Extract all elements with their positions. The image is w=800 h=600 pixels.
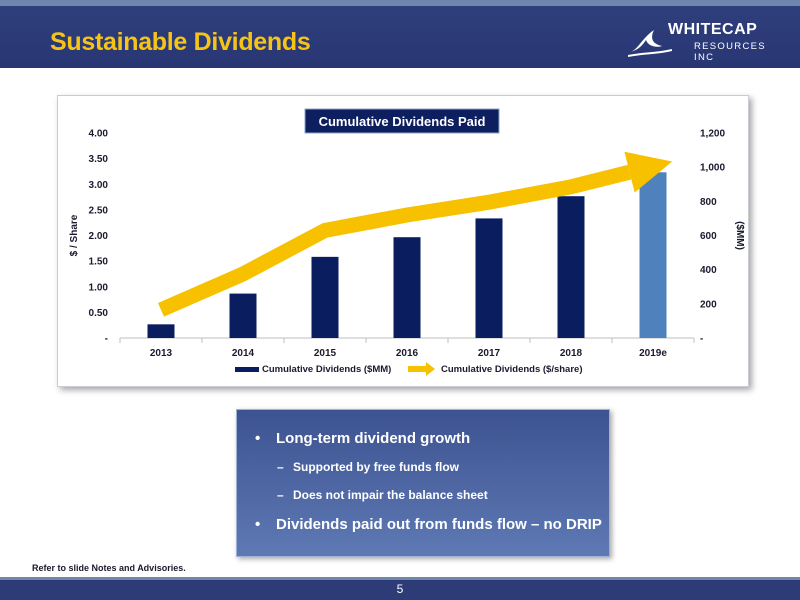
sub-point-text: Does not impair the balance sheet (293, 488, 488, 502)
left-axis-tick-label: 2.00 (89, 231, 109, 242)
bullet-glyph: • (255, 430, 261, 447)
footnote: Refer to slide Notes and Advisories. (32, 563, 186, 573)
bar-2016 (393, 237, 421, 338)
company-logo: WHITECAP RESOURCES INC (628, 20, 778, 64)
right-axis-title: ($MM) (734, 221, 745, 250)
logo-subtitle: RESOURCES INC (694, 41, 766, 63)
bar-2013 (147, 324, 175, 338)
bar-2014 (229, 293, 257, 338)
right-axis-tick-label: 200 (700, 299, 717, 310)
chart-title: Cumulative Dividends Paid (319, 114, 486, 129)
bullet-text: Dividends paid out from funds flow – no … (276, 516, 602, 533)
dividends-chart: - 0.50 1.00 1.50 2.00 2.50 3.00 3.50 4.00 - 200 400… (69, 108, 745, 376)
left-axis-title: $ / Share (69, 214, 80, 256)
x-tick-label: 2018 (560, 348, 583, 359)
left-axis-tick-label: 0.50 (89, 308, 109, 319)
left-axis-tick-label: - (105, 334, 108, 345)
slide-footer: 5 (0, 577, 800, 600)
right-axis-tick-label: 400 (700, 265, 717, 276)
right-axis-tick-label: - (700, 334, 703, 345)
x-tick-label: 2014 (232, 348, 255, 359)
key-points-callout: • Long-term dividend growth – Supported … (236, 409, 610, 557)
x-tick-label: 2015 (314, 348, 337, 359)
bar-2019e (639, 172, 667, 338)
legend-label-bar: Cumulative Dividends ($MM) (262, 364, 391, 375)
series-line-dividends-per-share (157, 164, 632, 317)
left-axis-tick-label: 4.00 (89, 129, 109, 140)
slide-header: Sustainable Dividends WHITECAP RESOURCES… (0, 6, 800, 68)
dash-glyph: – (277, 488, 284, 502)
footer-accent-strip (0, 577, 800, 580)
logo-name: WHITECAP (668, 21, 758, 38)
legend-swatch-bar (235, 367, 259, 372)
slide-title: Sustainable Dividends (50, 28, 311, 56)
series-arrowhead (624, 151, 673, 193)
right-axis-tick-label: 1,200 (700, 129, 725, 140)
bar-2017 (475, 218, 503, 338)
sub-point-text: Supported by free funds flow (293, 460, 460, 474)
chart-panel: - 0.50 1.00 1.50 2.00 2.50 3.00 3.50 4.00 - 200 400… (57, 95, 749, 387)
dash-glyph: – (277, 460, 284, 474)
left-axis-tick-label: 1.50 (89, 257, 109, 268)
legend-label-arrow: Cumulative Dividends ($/share) (441, 364, 582, 375)
x-tick-label: 2016 (396, 348, 419, 359)
bullet-glyph: • (255, 516, 261, 533)
left-axis-tick-label: 3.00 (89, 180, 109, 191)
right-axis-tick-label: 1,000 (700, 163, 725, 174)
page-number: 5 (396, 582, 404, 596)
top-accent-strip (0, 0, 800, 6)
right-axis-tick-label: 600 (700, 231, 717, 242)
x-tick-label: 2013 (150, 348, 173, 359)
chart-title-box (304, 108, 500, 134)
bar-2018 (557, 196, 585, 338)
bullet-text: Long-term dividend growth (276, 430, 471, 447)
left-axis-tick-label: 2.50 (89, 205, 109, 216)
right-axis-tick-label: 800 (700, 197, 717, 208)
x-tick-label: 2019e (639, 348, 667, 359)
bar-2015 (311, 256, 339, 338)
legend-swatch-arrow (408, 362, 435, 376)
x-tick-label: 2017 (478, 348, 501, 359)
left-axis-tick-label: 3.50 (89, 154, 109, 165)
left-axis-tick-label: 1.00 (89, 282, 109, 293)
wave-logo-icon (628, 30, 672, 57)
